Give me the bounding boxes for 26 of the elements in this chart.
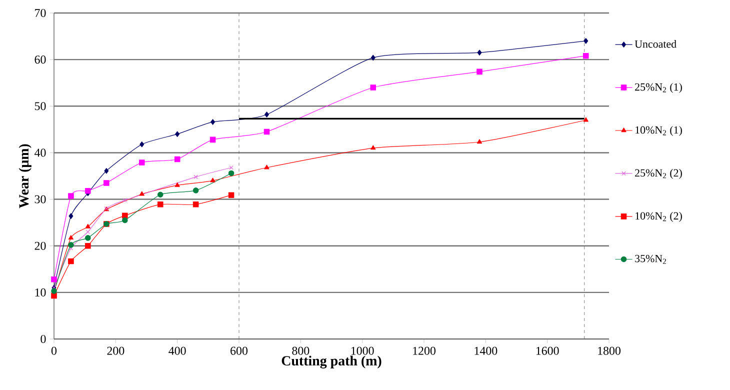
y-tick-label: 40 <box>34 148 46 157</box>
x-tick-label: 200 <box>107 346 124 355</box>
legend-label: 25%N$_{2}$ (2) <box>635 168 682 179</box>
y-tick-label: 20 <box>34 242 46 250</box>
legend-label: 10%N$_{2}$ (1) <box>636 126 682 136</box>
legend-label: 10%N$_{2}$ (2) <box>636 212 682 222</box>
x-tick-label: 1000 <box>351 346 374 355</box>
legend-label: 35%N$_{2}$ <box>635 254 666 264</box>
y-tick-label: 50 <box>34 102 46 110</box>
x-tick-label: 800 <box>292 346 310 355</box>
y-tick-label: 10 <box>35 288 46 296</box>
x-tick-label: 1200 <box>413 346 436 355</box>
x-tick-label: 0 <box>51 346 57 355</box>
y-tick-label: 30 <box>34 195 46 204</box>
y-tick-label: 60 <box>34 56 46 64</box>
x-tick-label: 1800 <box>598 346 620 355</box>
x-tick-label: 1600 <box>536 346 559 355</box>
x-axis-title: Cutting path (m) <box>282 356 382 368</box>
x-tick-label: 400 <box>168 346 186 355</box>
legend-label: Uncoated <box>634 40 676 48</box>
x-tick-label: 600 <box>230 346 248 355</box>
x-tick-label: 1400 <box>474 346 498 355</box>
y-axis-title: Wear (μm) <box>18 144 32 208</box>
y-tick-label: 0 <box>40 334 46 344</box>
legend-label: 25%N$_{2}$ (1) <box>635 82 682 93</box>
y-tick-label: 70 <box>35 8 46 18</box>
